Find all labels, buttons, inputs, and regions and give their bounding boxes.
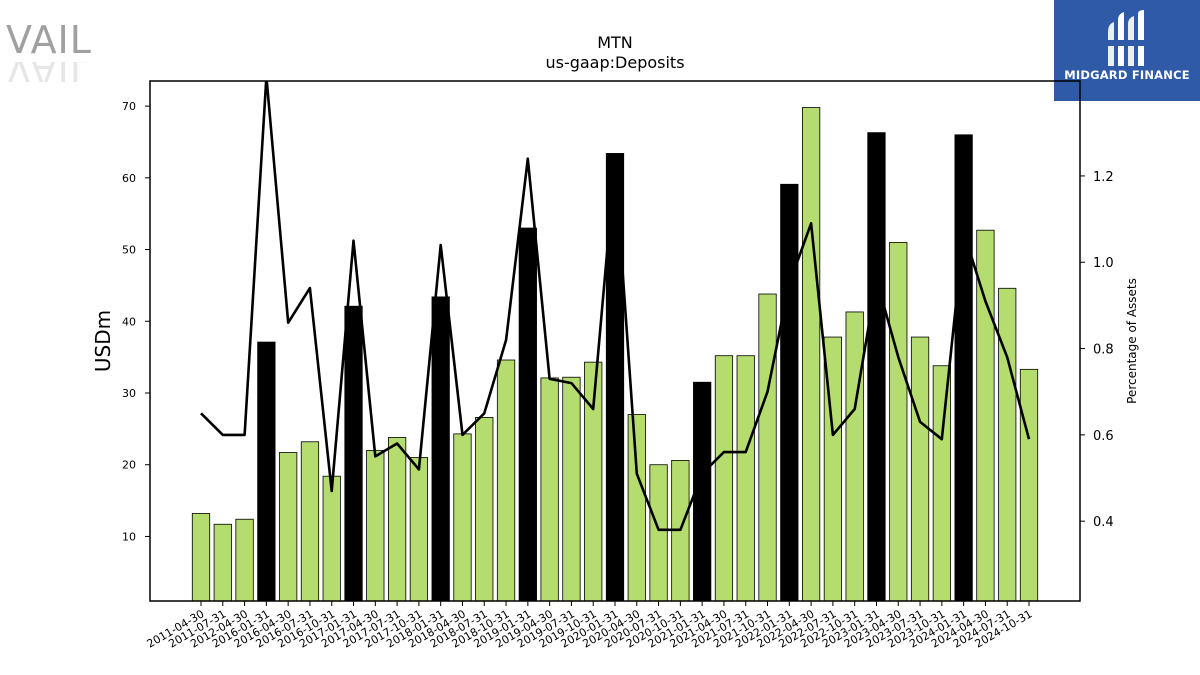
bar bbox=[845, 311, 864, 602]
y2-tick-label: 1.2 bbox=[1093, 170, 1114, 185]
chart-subtitle: us-gaap:Deposits bbox=[545, 53, 684, 72]
y2-axis-label: Percentage of Assets bbox=[1125, 278, 1139, 404]
y2-tick-label: 0.8 bbox=[1093, 343, 1114, 358]
bar-series bbox=[191, 107, 1039, 602]
bar bbox=[627, 414, 646, 602]
chart-title: MTN bbox=[597, 33, 633, 52]
bar bbox=[954, 134, 973, 602]
bar bbox=[322, 475, 341, 602]
bar bbox=[431, 296, 450, 602]
y-tick-label: 10 bbox=[122, 530, 136, 543]
y-axis-right: 0.4 0.6 0.8 1.0 1.2 bbox=[1080, 170, 1114, 530]
line-series bbox=[200, 81, 1031, 532]
y-axis-left: 10 20 30 40 50 60 70 bbox=[122, 100, 150, 543]
y-tick-label: 50 bbox=[122, 244, 136, 257]
bar bbox=[736, 355, 755, 602]
bar bbox=[714, 355, 734, 602]
bar bbox=[475, 416, 494, 602]
midgard-logo-text: MIDGARD FINANCE bbox=[1064, 68, 1190, 82]
bar bbox=[1019, 368, 1039, 602]
bar bbox=[540, 377, 559, 602]
y2-tick-label: 0.6 bbox=[1093, 429, 1114, 444]
bar bbox=[649, 464, 668, 602]
y2-tick-label: 1.0 bbox=[1093, 256, 1114, 271]
bar bbox=[191, 513, 211, 602]
bar bbox=[387, 437, 407, 602]
bar bbox=[235, 518, 254, 602]
midgard-logo-mark-icon bbox=[1108, 10, 1144, 66]
y-tick-label: 60 bbox=[122, 172, 136, 185]
bar bbox=[279, 452, 298, 602]
bar bbox=[998, 287, 1017, 602]
bar bbox=[453, 433, 472, 602]
y-axis-label: USDm bbox=[91, 310, 115, 372]
vail-logo: VAIL VAIL bbox=[6, 18, 96, 82]
y-tick-label: 30 bbox=[122, 387, 136, 400]
bar bbox=[344, 305, 363, 602]
bar bbox=[910, 336, 930, 602]
y-tick-label: 20 bbox=[122, 459, 136, 472]
midgard-finance-logo: MIDGARD FINANCE bbox=[1054, 0, 1200, 101]
y-tick-label: 40 bbox=[122, 315, 136, 328]
bar bbox=[257, 341, 276, 602]
x-axis: 2011-04-302011-07-312012-04-302016-01-31… bbox=[145, 601, 1035, 651]
bar bbox=[889, 241, 908, 602]
bar bbox=[801, 107, 821, 602]
y2-tick-label: 0.4 bbox=[1093, 515, 1114, 530]
bar bbox=[932, 365, 951, 602]
bar bbox=[867, 132, 886, 602]
bar bbox=[780, 183, 799, 602]
bar bbox=[562, 376, 581, 602]
bar bbox=[758, 293, 777, 602]
bar bbox=[366, 449, 385, 602]
bar bbox=[300, 441, 320, 602]
y-tick-label: 70 bbox=[122, 100, 136, 113]
bar bbox=[496, 359, 516, 602]
line-series-path bbox=[200, 81, 1031, 532]
bar bbox=[518, 227, 537, 602]
vail-logo-text: VAIL bbox=[6, 18, 92, 62]
bar bbox=[213, 523, 232, 602]
bar bbox=[409, 457, 429, 602]
